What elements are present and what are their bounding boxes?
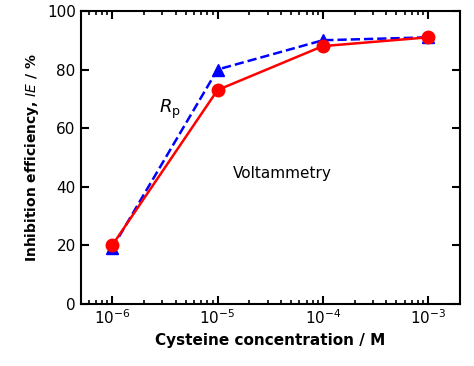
Text: Voltammetry: Voltammetry (233, 166, 332, 181)
X-axis label: Cysteine concentration / M: Cysteine concentration / M (155, 333, 385, 348)
Y-axis label: Inhibition efficiency, $\mathit{IE}$ / %: Inhibition efficiency, $\mathit{IE}$ / % (23, 53, 41, 262)
Text: $\mathit{R}_{\mathrm{p}}$: $\mathit{R}_{\mathrm{p}}$ (159, 98, 181, 122)
